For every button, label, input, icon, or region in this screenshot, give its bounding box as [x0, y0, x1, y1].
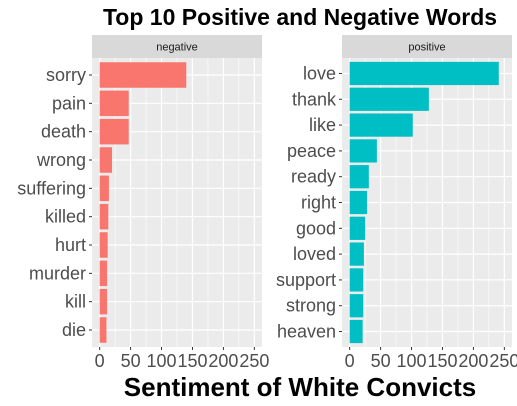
bar-death — [99, 118, 129, 145]
bar-heaven — [349, 319, 363, 344]
y-tick-label-suffering: suffering — [17, 178, 86, 198]
x-tick-label: 100 — [147, 351, 177, 371]
bar-killed — [99, 203, 109, 230]
bar-support — [349, 268, 364, 292]
x-tick-label: 50 — [371, 351, 391, 371]
x-axis-label: Sentiment of White Convicts — [124, 372, 476, 402]
x-tick-label: 200 — [208, 351, 238, 371]
y-tick-label-murder: murder — [29, 263, 86, 283]
x-tick-label: 100 — [397, 351, 427, 371]
facet-panel-positive: positive love thank like peace ready right good… — [276, 35, 517, 371]
x-tick-label: 200 — [458, 351, 488, 371]
y-tick-label-hurt: hurt — [55, 235, 86, 255]
y-tick-label-support: support — [276, 270, 336, 290]
bar-thank — [349, 87, 429, 111]
facet-strip — [92, 35, 262, 58]
bar-hurt — [99, 232, 108, 258]
y-tick-label-good: good — [296, 218, 336, 238]
facet-strip — [342, 35, 512, 58]
bar-suffering — [99, 175, 109, 202]
bar-die — [99, 317, 107, 343]
y-tick-label-sorry: sorry — [46, 65, 86, 85]
x-tick-label: 150 — [177, 351, 207, 371]
x-tick-label: 0 — [95, 351, 105, 371]
bar-love — [349, 61, 499, 86]
bar-loved — [349, 242, 364, 266]
facet-panels: negative sorry pain death wrong suffering kill… — [17, 35, 517, 371]
x-tick-label: 250 — [239, 351, 269, 371]
bar-right — [349, 190, 367, 215]
bar-sorry — [99, 62, 187, 88]
facet-strip-label: positive — [408, 42, 445, 54]
y-tick-label-heaven: heaven — [277, 322, 336, 342]
bar-wrong — [99, 147, 113, 173]
y-tick-label-wrong: wrong — [36, 150, 86, 170]
y-tick-label-loved: loved — [293, 244, 336, 264]
bar-ready — [349, 165, 369, 189]
y-tick-label-strong: strong — [286, 296, 336, 316]
bar-kill — [99, 288, 108, 315]
x-tick-label: 250 — [489, 351, 517, 371]
y-tick-label-die: die — [62, 320, 86, 340]
bar-pain — [99, 90, 129, 117]
y-tick-label-peace: peace — [287, 141, 336, 161]
bar-good — [349, 216, 366, 240]
x-tick-label: 0 — [345, 351, 355, 371]
y-tick-label-thank: thank — [292, 89, 337, 109]
facet-panel-negative: negative sorry pain death wrong suffering kill… — [17, 35, 269, 371]
y-tick-label-death: death — [41, 122, 86, 142]
facet-strip-label: negative — [156, 42, 198, 54]
bar-strong — [349, 294, 364, 318]
y-tick-label-love: love — [303, 63, 336, 83]
chart-title: Top 10 Positive and Negative Words — [103, 4, 497, 30]
y-tick-label-kill: kill — [65, 292, 86, 312]
y-tick-label-killed: killed — [45, 207, 86, 227]
bar-like — [349, 113, 413, 137]
y-tick-label-ready: ready — [291, 167, 336, 187]
x-tick-label: 150 — [427, 351, 457, 371]
bar-peace — [349, 139, 377, 163]
y-tick-label-pain: pain — [52, 93, 86, 113]
y-tick-label-right: right — [301, 193, 336, 213]
x-tick-label: 50 — [121, 351, 141, 371]
bar-murder — [99, 260, 108, 287]
y-tick-label-like: like — [309, 115, 336, 135]
